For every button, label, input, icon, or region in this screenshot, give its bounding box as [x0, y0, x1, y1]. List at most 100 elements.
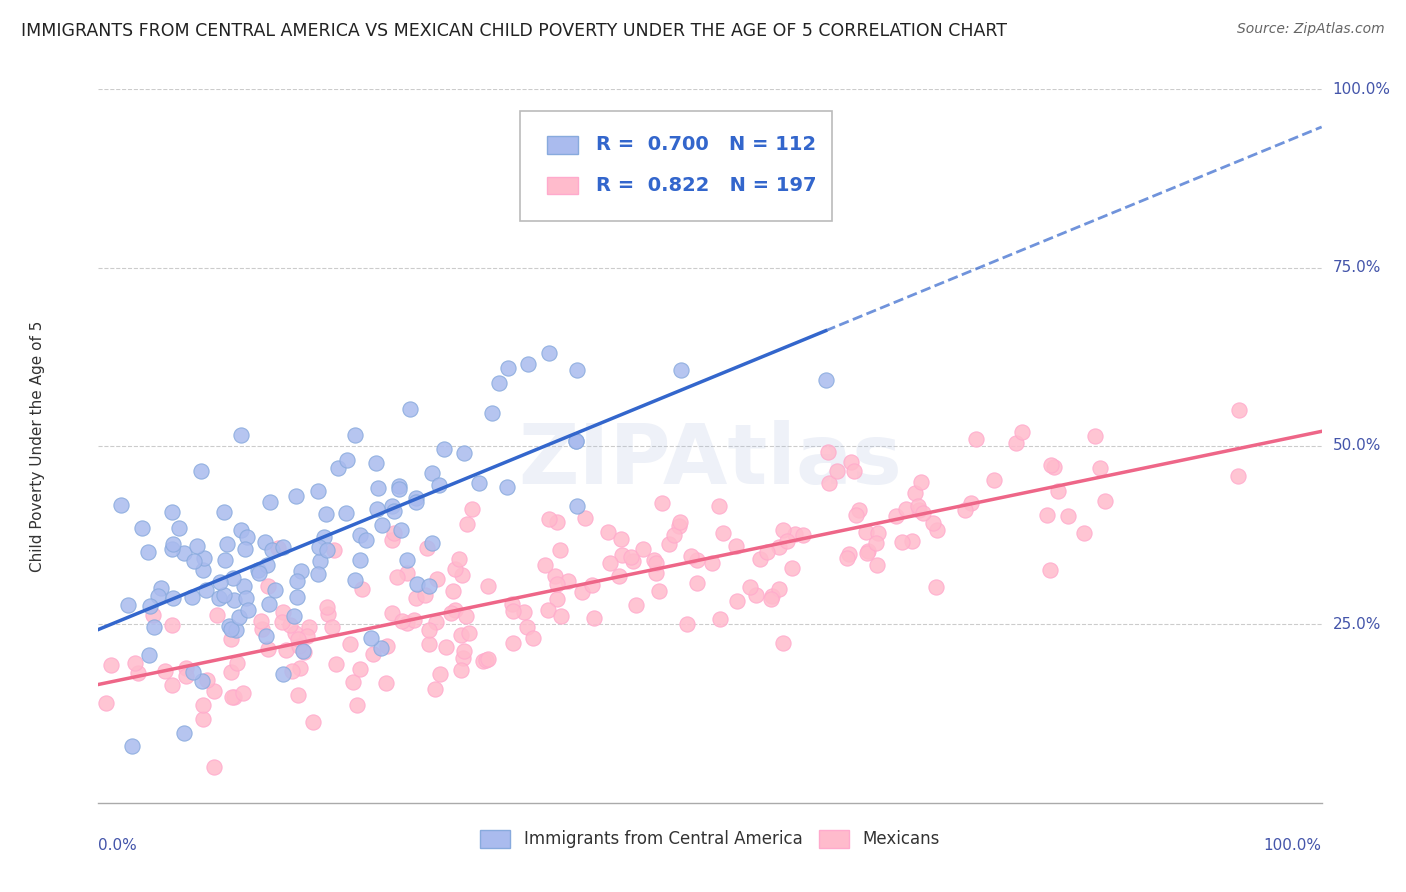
Point — [596, 524, 619, 539]
Point — [749, 552, 772, 566]
Point — [418, 637, 440, 651]
Point — [215, 536, 238, 550]
Point — [387, 483, 409, 497]
Point — [700, 556, 723, 570]
Point — [222, 690, 245, 704]
Point — [756, 545, 779, 559]
Point — [221, 690, 243, 705]
Point — [162, 536, 184, 550]
Point — [160, 542, 183, 557]
Point — [381, 533, 404, 548]
Point — [1005, 435, 1028, 450]
Point — [453, 650, 475, 665]
Point — [780, 560, 803, 574]
Point — [395, 553, 418, 567]
Point — [451, 568, 474, 582]
Point — [190, 673, 212, 688]
Point — [433, 442, 456, 457]
Point — [965, 432, 987, 446]
Point — [921, 516, 943, 530]
FancyBboxPatch shape — [547, 177, 578, 194]
Point — [686, 553, 709, 567]
Point — [344, 427, 367, 442]
Point — [1011, 425, 1033, 439]
Point — [792, 528, 814, 542]
Point — [477, 579, 499, 593]
Point — [162, 591, 184, 605]
Point — [420, 466, 443, 480]
Point — [375, 639, 398, 653]
Point — [228, 609, 250, 624]
Point — [681, 549, 703, 564]
Point — [371, 518, 394, 533]
Point — [389, 524, 412, 538]
Point — [633, 541, 655, 556]
FancyBboxPatch shape — [520, 111, 832, 221]
Point — [186, 540, 208, 554]
Point — [226, 656, 249, 670]
Point — [817, 445, 839, 459]
Point — [761, 589, 783, 603]
Point — [814, 373, 837, 387]
Point — [444, 561, 467, 575]
Point — [344, 574, 367, 588]
Point — [925, 524, 948, 538]
Point — [420, 536, 443, 550]
Point — [709, 612, 731, 626]
Point — [425, 615, 447, 629]
Point — [256, 579, 278, 593]
Point — [676, 617, 699, 632]
Point — [1039, 458, 1062, 472]
Point — [219, 632, 242, 646]
Point — [193, 563, 215, 577]
Text: IMMIGRANTS FROM CENTRAL AMERICA VS MEXICAN CHILD POVERTY UNDER THE AGE OF 5 CORR: IMMIGRANTS FROM CENTRAL AMERICA VS MEXIC… — [21, 22, 1007, 40]
Point — [231, 428, 253, 442]
Point — [418, 579, 440, 593]
Point — [842, 464, 865, 478]
Point — [155, 665, 177, 679]
Point — [415, 588, 437, 602]
Point — [449, 552, 471, 566]
Point — [772, 636, 794, 650]
Point — [427, 477, 450, 491]
Point — [205, 608, 228, 623]
Point — [783, 527, 806, 541]
Point — [162, 678, 184, 692]
Point — [247, 566, 270, 580]
Point — [173, 546, 195, 560]
Point — [574, 510, 596, 524]
Point — [450, 628, 472, 642]
Point — [550, 609, 572, 624]
Point — [257, 598, 280, 612]
Point — [229, 524, 252, 538]
Point — [231, 686, 253, 700]
Point — [391, 614, 413, 628]
Point — [173, 726, 195, 740]
Point — [349, 528, 371, 542]
Point — [235, 591, 257, 606]
Point — [1226, 468, 1249, 483]
Point — [648, 584, 671, 599]
Point — [281, 665, 304, 679]
Point — [259, 495, 281, 509]
Point — [405, 591, 427, 605]
Point — [315, 507, 337, 521]
Point — [121, 739, 143, 753]
Point — [564, 434, 586, 448]
Point — [651, 496, 673, 510]
Point — [884, 508, 907, 523]
Point — [645, 556, 668, 570]
Point — [488, 376, 510, 390]
Point — [536, 603, 558, 617]
Point — [891, 534, 914, 549]
Point — [138, 648, 160, 663]
Point — [405, 577, 427, 591]
Point — [516, 620, 538, 634]
Point — [668, 519, 690, 533]
Point — [845, 508, 868, 523]
Point — [426, 573, 449, 587]
Point — [725, 594, 748, 608]
Point — [835, 550, 858, 565]
Point — [564, 434, 586, 449]
Point — [312, 530, 335, 544]
